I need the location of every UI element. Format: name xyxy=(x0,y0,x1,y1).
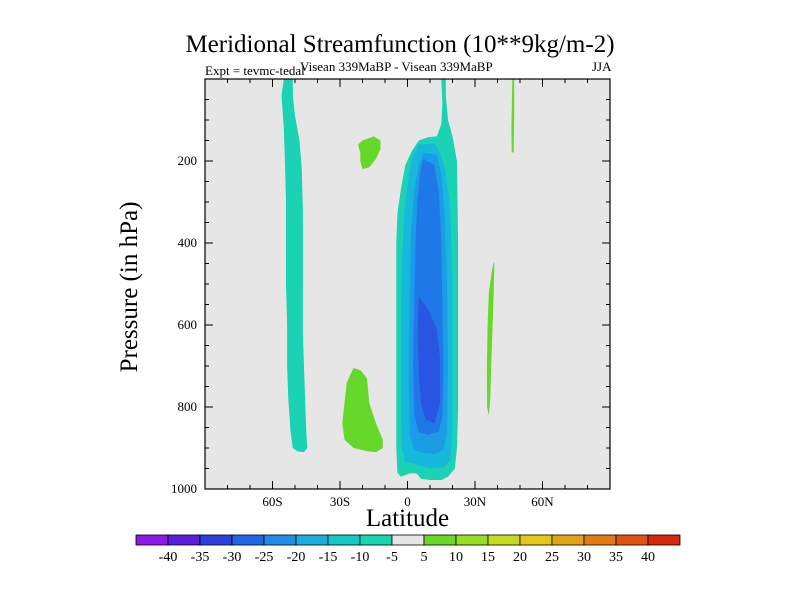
contour-nh-positive-mid xyxy=(486,262,495,416)
colorbar-swatch xyxy=(583,534,617,546)
colorbar-label: -30 xyxy=(223,550,242,565)
contour-sh-positive-upper xyxy=(358,136,381,170)
colorbar-label: -20 xyxy=(287,550,306,565)
colorbar-swatch xyxy=(295,534,329,546)
colorbar-label: -5 xyxy=(386,550,398,565)
experiment-pair-subtitle: Visean 339MaBP - Visean 339MaBP xyxy=(300,59,493,74)
x-tick-label: 60N xyxy=(531,494,554,509)
colorbar-swatch xyxy=(647,534,681,546)
colorbar-label: 15 xyxy=(481,550,495,565)
colorbar-swatch xyxy=(231,534,265,546)
colorbar-label: -15 xyxy=(319,550,338,565)
colorbar-swatch xyxy=(263,534,297,546)
colorbar-swatch xyxy=(455,534,489,546)
y-tick-label: 1000 xyxy=(171,481,197,496)
colorbar-label: 20 xyxy=(513,550,527,565)
x-tick-label: 0 xyxy=(404,494,411,509)
y-tick-label: 400 xyxy=(178,235,198,250)
colorbar-swatch xyxy=(359,534,393,546)
experiment-subtitle: Expt = tevmc-tedal xyxy=(205,63,305,78)
y-tick-label: 600 xyxy=(178,317,198,332)
colorbar-label: 40 xyxy=(641,550,655,565)
x-tick-label: 60S xyxy=(262,494,282,509)
colorbar-label: 5 xyxy=(421,550,428,565)
contour-cell-30 xyxy=(417,296,441,424)
y-tick-label: 200 xyxy=(178,153,198,168)
x-axis-label: Latitude xyxy=(365,505,450,532)
colorbar-swatch xyxy=(135,534,169,546)
colorbar-swatch xyxy=(327,534,361,546)
colorbar-label: -35 xyxy=(191,550,210,565)
colorbar-swatch xyxy=(615,534,649,546)
y-tick-label: 800 xyxy=(178,399,198,414)
chart-title: Meridional Streamfunction (10**9kg/m-2) xyxy=(185,31,615,58)
colorbar-swatch xyxy=(167,534,201,546)
colorbar-swatch xyxy=(519,534,553,546)
contour-nh-positive-thin-east xyxy=(511,79,515,153)
colorbar-label: 35 xyxy=(609,550,623,565)
colorbar-swatch xyxy=(551,534,585,546)
colorbar-label: 25 xyxy=(545,550,559,565)
colorbar-label: -25 xyxy=(255,550,274,565)
colorbar-swatch xyxy=(423,534,457,546)
x-tick-label: 30N xyxy=(464,494,487,509)
contour-southern-band xyxy=(281,79,308,453)
colorbar-label: 10 xyxy=(449,550,463,565)
colorbar-label: 30 xyxy=(577,550,591,565)
colorbar-swatch xyxy=(487,534,521,546)
colorbar-swatch xyxy=(199,534,233,546)
contour-sh-positive-lower xyxy=(342,368,383,453)
season-label: JJA xyxy=(592,59,612,74)
colorbar-label: -10 xyxy=(351,550,370,565)
colorbar-swatch xyxy=(391,534,425,546)
x-tick-label: 30S xyxy=(330,494,350,509)
colorbar-label: -40 xyxy=(159,550,178,565)
